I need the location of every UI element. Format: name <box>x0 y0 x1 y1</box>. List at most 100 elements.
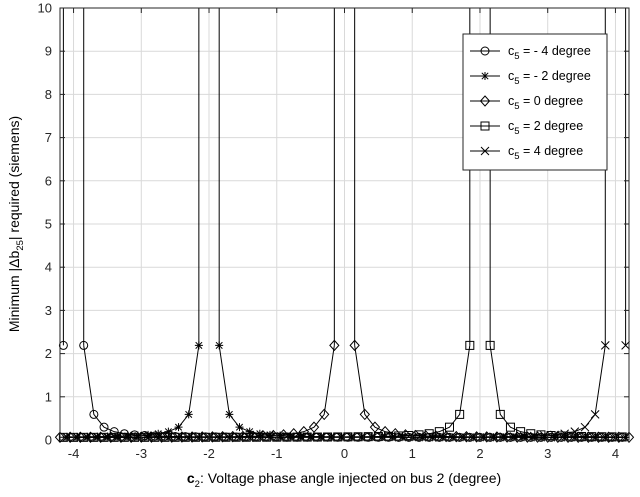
series-line <box>66 345 606 438</box>
data-point <box>225 410 234 419</box>
data-point <box>516 427 526 437</box>
legend-box <box>462 33 608 171</box>
data-point <box>286 431 295 440</box>
y-axis-label: Minimum |Δb25| required (siemens) <box>6 116 26 332</box>
series-layer <box>54 8 635 444</box>
data-point <box>560 429 570 439</box>
legend-entry: c5 = 4 degree <box>470 144 583 162</box>
legend: c5 = - 4 degree c5 = - 2 degree c5 = 0 deg… <box>462 33 608 171</box>
data-point <box>481 431 492 443</box>
data-point <box>501 431 513 443</box>
data-point <box>434 427 444 437</box>
data-point <box>539 431 549 440</box>
data-point <box>480 121 490 131</box>
data-point <box>519 431 529 441</box>
series-line <box>63 345 471 438</box>
y-tick-label: 6 <box>45 173 52 188</box>
data-point <box>590 410 600 419</box>
data-point <box>319 408 330 421</box>
x-tick-label: 3 <box>544 446 551 461</box>
legend-entry: c5 = 2 degree <box>470 119 583 137</box>
data-point <box>550 430 559 440</box>
y-tick-label: 8 <box>45 87 52 102</box>
y-tick-label: 5 <box>45 217 52 232</box>
x-tick-label: -2 <box>203 446 215 461</box>
data-point <box>480 46 490 56</box>
data-point <box>491 431 503 443</box>
data-point <box>306 432 315 441</box>
data-point <box>597 432 607 442</box>
data-point <box>296 432 305 441</box>
series-line <box>489 345 623 438</box>
data-point <box>451 430 462 443</box>
x-tick-label: 0 <box>341 446 348 461</box>
data-point <box>479 95 491 107</box>
data-point <box>480 146 490 156</box>
data-point <box>144 430 153 439</box>
data-point <box>580 422 590 432</box>
data-point <box>359 408 370 421</box>
x-tick-label: -1 <box>271 446 283 461</box>
data-point <box>308 421 320 433</box>
series-line <box>83 345 623 438</box>
data-point <box>621 341 630 350</box>
legend-entry: c5 = 0 degree <box>470 94 583 112</box>
data-point <box>245 427 254 436</box>
data-point <box>89 409 99 419</box>
data-point <box>329 339 340 352</box>
data-point <box>58 340 68 350</box>
x-tick-label: 1 <box>409 446 416 461</box>
data-point <box>79 340 89 350</box>
data-point <box>215 341 224 350</box>
x-axis-label: c2: Voltage phase angle injected on bus … <box>187 470 501 490</box>
legend-label: c5 = - 2 degree <box>508 69 591 87</box>
data-point <box>461 431 472 443</box>
data-point <box>465 340 475 350</box>
x-tick-label: 4 <box>612 446 619 461</box>
grid <box>60 7 629 441</box>
y-tick-label: 2 <box>45 346 52 361</box>
data-point <box>444 422 454 432</box>
data-point <box>349 339 360 352</box>
data-point <box>509 432 519 441</box>
x-tick-label: -3 <box>136 446 148 461</box>
data-point <box>288 427 299 440</box>
y-tick-label: 10 <box>38 1 52 16</box>
data-point <box>184 410 193 419</box>
data-point <box>164 427 173 436</box>
y-tick-label: 7 <box>45 130 52 145</box>
data-point <box>499 432 509 441</box>
legend-entry: c5 = - 2 degree <box>470 69 591 87</box>
data-point <box>495 409 505 419</box>
x-tick-label: -4 <box>68 446 80 461</box>
data-point <box>54 431 66 444</box>
data-point <box>481 72 489 80</box>
data-point <box>617 432 627 442</box>
y-tick-label: 4 <box>45 260 52 275</box>
x-tick-label: 2 <box>476 446 483 461</box>
y-tick-label: 3 <box>45 303 52 318</box>
legend-label: c5 = 2 degree <box>508 119 583 137</box>
data-point <box>455 409 465 419</box>
data-point <box>194 341 203 350</box>
data-point <box>505 422 515 432</box>
data-point <box>235 423 244 432</box>
series-line <box>66 345 200 438</box>
data-point <box>529 431 539 441</box>
legend-label: c5 = - 4 degree <box>508 44 591 62</box>
data-point <box>600 341 610 350</box>
legend-label: c5 = 0 degree <box>508 94 583 112</box>
series-line <box>218 345 626 438</box>
data-point <box>174 423 183 432</box>
data-point <box>489 432 498 442</box>
y-tick-label: 0 <box>45 433 52 448</box>
data-point <box>570 427 580 437</box>
data-point <box>485 340 495 350</box>
y-tick-label: 1 <box>45 389 52 404</box>
data-point <box>99 422 109 432</box>
data-point <box>255 429 264 438</box>
y-tick-label: 9 <box>45 44 52 59</box>
data-point <box>587 432 597 442</box>
tick-layer: -4 -3 -2 -1 0 1 2 3 4 0 1 2 3 4 5 6 7 8 9 10 <box>38 1 629 461</box>
